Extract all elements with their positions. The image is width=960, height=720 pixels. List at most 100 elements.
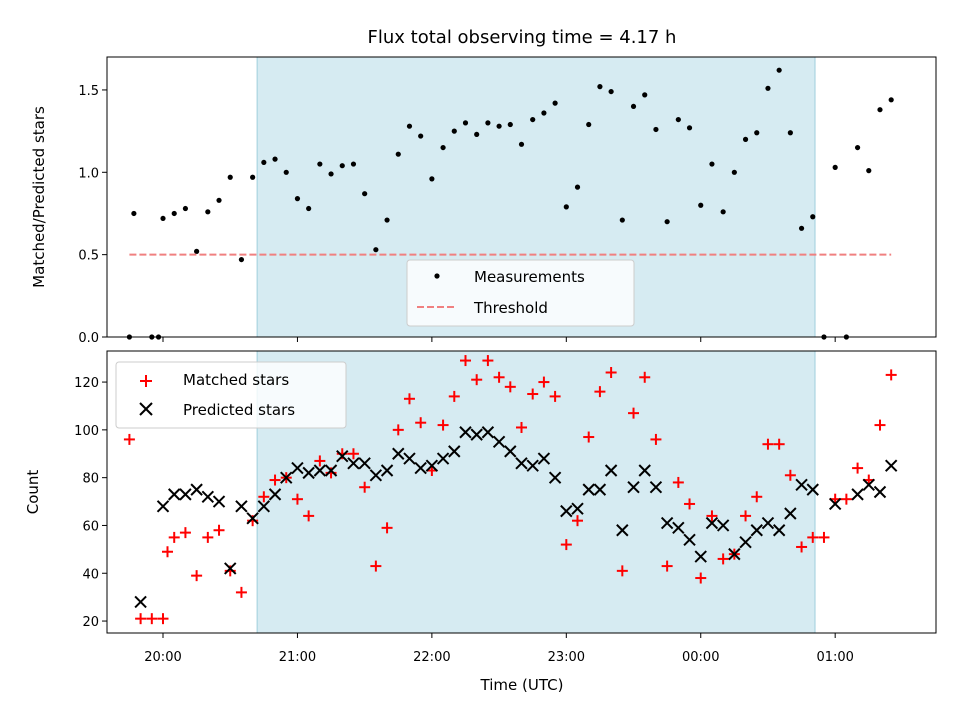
predicted-stars-point <box>291 461 304 475</box>
measurements-point <box>182 205 189 212</box>
predicted-stars-point <box>481 426 495 439</box>
predicted-stars-point <box>336 449 349 463</box>
matched-stars-point <box>347 448 359 460</box>
predicted-stars-point <box>257 500 271 513</box>
bottom-axes-frame <box>106 350 937 634</box>
matched-stars-point <box>706 510 718 522</box>
predicted-stars-point <box>694 550 707 563</box>
measurements-point <box>350 161 357 167</box>
top-legend-box <box>406 259 635 327</box>
bottom-legend: Matched stars Predicted stars <box>115 361 347 429</box>
matched-stars-point <box>202 531 214 543</box>
predicted-stars-point <box>537 452 551 465</box>
predicted-stars-point <box>190 483 203 496</box>
top-y-tick-label: 0.5 <box>78 249 99 264</box>
matched-stars-point <box>146 613 158 625</box>
matched-stars-point <box>740 510 752 522</box>
matched-stars-point <box>415 417 427 429</box>
measurements-point <box>294 196 301 202</box>
measurements-point <box>272 156 278 162</box>
bottom-y-tick-label: 100 <box>74 424 99 439</box>
matched-stars-point <box>684 498 696 510</box>
top-y-tick-label: 0.0 <box>78 331 99 346</box>
predicted-stars-point <box>750 524 763 537</box>
predicted-stars-point <box>168 488 181 501</box>
matched-stars-point <box>840 493 852 505</box>
predicted-stars-point <box>604 464 618 477</box>
matched-stars-point <box>493 371 505 383</box>
top-marks <box>126 67 894 340</box>
matched-stars-point <box>157 613 169 625</box>
measurements-point <box>854 144 861 151</box>
matched-stars-point <box>695 572 707 584</box>
top-legend: Measurements Threshold <box>406 259 635 327</box>
matched-stars-point <box>191 570 203 582</box>
predicted-stars-point <box>616 524 629 537</box>
measurements-point <box>496 123 502 129</box>
measurements-point <box>866 168 872 174</box>
measurements-point <box>250 174 256 180</box>
x-tick-label: 00:00 <box>682 650 719 665</box>
matched-stars-point <box>168 531 180 543</box>
predicted-stars-point <box>324 464 338 477</box>
predicted-stars-point <box>268 488 282 501</box>
x-tick-label: 22:00 <box>413 650 450 665</box>
measurements-point <box>787 130 793 136</box>
legend-matched-marker <box>140 375 152 387</box>
predicted-stars-point <box>347 457 360 470</box>
measurements-point <box>686 125 693 131</box>
matched-stars-point <box>773 438 785 450</box>
predicted-stars-point <box>772 524 786 537</box>
x-axis-label: Time (UTC) <box>480 676 564 694</box>
top-x-ticks <box>162 337 836 342</box>
bottom-x-ticks: 20:00 21:00 22:00 23:00 00:00 01:00 <box>144 633 854 665</box>
matched-stars-point <box>235 586 247 598</box>
predicted-stars-point <box>649 481 663 494</box>
predicted-stars-point <box>425 459 439 472</box>
matched-stars-point <box>852 462 864 474</box>
measurements-point <box>227 174 233 180</box>
measurements-point <box>765 85 771 91</box>
matched-stars-point <box>504 381 516 393</box>
matched-stars-point <box>796 541 808 553</box>
predicted-stars-point <box>828 497 842 511</box>
matched-stars-point <box>605 367 617 379</box>
matched-stars-point <box>291 493 303 505</box>
measurements-point <box>720 209 726 215</box>
predicted-stars-point <box>683 533 696 547</box>
matched-stars-point <box>807 531 819 543</box>
top-y-tick-label: 1.5 <box>78 84 99 99</box>
legend-predicted-label: Predicted stars <box>183 401 295 419</box>
matched-stars-point <box>717 553 729 565</box>
matched-stars-point <box>459 355 471 367</box>
bottom-panel: 20 40 60 80 100 120 20:00 21:00 22:00 23:00 00:00… <box>24 350 937 694</box>
predicted-stars-point <box>358 457 371 470</box>
measurements-point <box>395 151 401 157</box>
predicted-stars-point <box>526 459 539 472</box>
measurements-point <box>541 110 547 116</box>
measurements-point <box>507 121 513 128</box>
predicted-stars-point <box>403 452 416 465</box>
matched-stars-point <box>784 469 796 481</box>
measurements-point <box>798 225 805 231</box>
x-tick-label: 20:00 <box>144 650 181 665</box>
measurements-point <box>608 88 614 95</box>
predicted-stars-point <box>212 495 226 508</box>
chart-title: Flux total observing time = 4.17 h <box>368 27 677 48</box>
predicted-stars-point <box>728 547 741 561</box>
top-axes-frame <box>106 56 937 338</box>
predicted-stars-point <box>201 490 215 503</box>
predicted-stars-point <box>280 471 293 484</box>
matched-stars-point <box>437 419 449 431</box>
measurements-point <box>131 210 137 217</box>
predicted-stars-point <box>504 445 517 458</box>
top-y-axis-label: Matched/Predicted stars <box>30 106 48 288</box>
measurements-point <box>283 169 289 175</box>
measurements-point <box>317 161 323 167</box>
matched-stars-point <box>135 613 147 625</box>
measurements-point <box>586 121 592 128</box>
predicted-stars-point <box>571 502 584 515</box>
predicted-stars-point <box>851 488 864 501</box>
predicted-stars-point <box>884 459 898 472</box>
